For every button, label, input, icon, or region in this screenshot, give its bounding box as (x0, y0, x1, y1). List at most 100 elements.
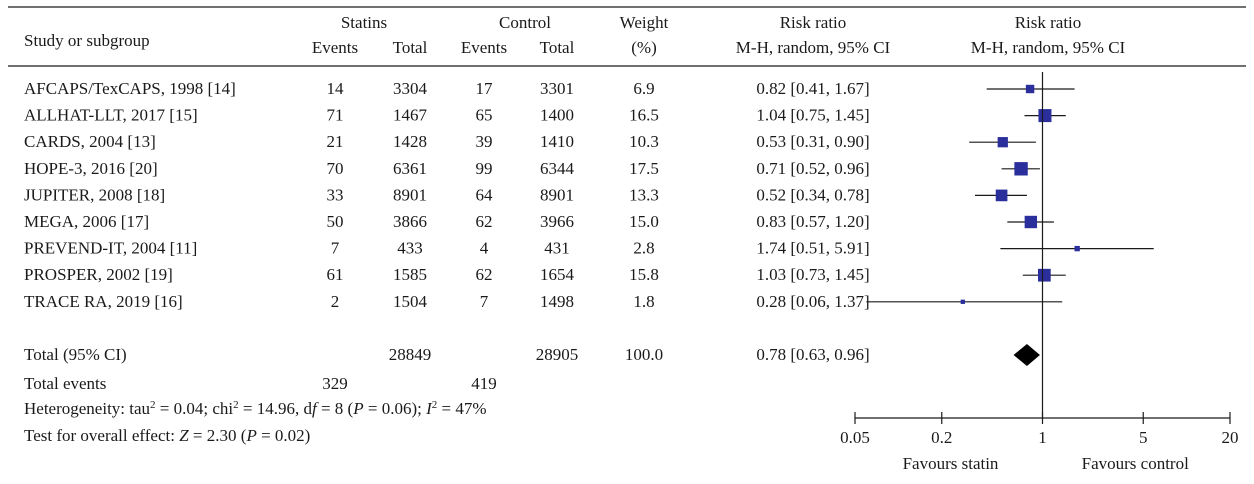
x-tick-label: 5 (1139, 428, 1148, 447)
header-statins-total: Total (393, 38, 428, 57)
study-name: PROSPER, 2002 [19] (24, 265, 173, 284)
control-events: 62 (476, 265, 493, 284)
statins-events: 2 (331, 292, 340, 311)
control-events: 65 (476, 106, 493, 125)
statins-total: 1585 (393, 265, 427, 284)
control-total: 8901 (540, 185, 574, 204)
header-weight: Weight (620, 13, 669, 32)
point-estimate (995, 189, 1008, 202)
x-tick-label: 0.05 (840, 428, 870, 447)
x-tick-label: 0.2 (931, 428, 952, 447)
study-name: HOPE-3, 2016 [20] (24, 159, 158, 178)
point-estimate (1037, 268, 1051, 282)
control-events: 62 (476, 212, 493, 231)
control-total: 1498 (540, 292, 574, 311)
statins-events: 61 (327, 265, 344, 284)
study-name: TRACE RA, 2019 [16] (24, 292, 183, 311)
statins-events: 14 (327, 79, 345, 98)
control-total: 6344 (540, 159, 575, 178)
header-rr-plot-method: M-H, random, 95% CI (971, 38, 1126, 57)
study-weight: 2.8 (633, 239, 654, 258)
control-total: 431 (544, 239, 570, 258)
total-events-control: 419 (471, 374, 497, 393)
study-weight: 15.0 (629, 212, 659, 231)
point-estimate (1025, 84, 1035, 94)
control-events: 99 (476, 159, 493, 178)
study-name: JUPITER, 2008 [18] (24, 185, 165, 204)
study-weight: 15.8 (629, 265, 659, 284)
x-tick-label: 20 (1222, 428, 1239, 447)
total-weight: 100.0 (625, 345, 663, 364)
statins-total: 1467 (393, 106, 428, 125)
study-ci-text: 1.03 [0.73, 1.45] (756, 265, 869, 284)
statins-events: 21 (327, 132, 344, 151)
pooled-diamond (1013, 344, 1040, 366)
study-weight: 10.3 (629, 132, 659, 151)
control-events: 7 (480, 292, 489, 311)
statins-events: 33 (327, 185, 344, 204)
header-statins-events: Events (312, 38, 358, 57)
point-estimate (1038, 109, 1052, 123)
statins-total: 3304 (393, 79, 428, 98)
study-name: MEGA, 2006 [17] (24, 212, 149, 231)
study-name: AFCAPS/TexCAPS, 1998 [14] (24, 79, 236, 98)
control-events: 64 (476, 185, 494, 204)
study-rows: AFCAPS/TexCAPS, 1998 [14] 14 3304 17 3301 6.9… (24, 79, 870, 311)
point-estimate (1074, 245, 1080, 252)
study-ci-text: 0.28 [0.06, 1.37] (756, 292, 869, 311)
study-ci-text: 0.52 [0.34, 0.78] (756, 185, 869, 204)
study-ci-text: 1.74 [0.51, 5.91] (756, 239, 869, 258)
statins-total: 1428 (393, 132, 427, 151)
total-events-label: Total events (24, 374, 106, 393)
total-label: Total (95% CI) (24, 345, 127, 364)
study-name: PREVEND-IT, 2004 [11] (24, 239, 197, 258)
control-total: 3966 (540, 212, 574, 231)
study-ci-text: 0.82 [0.41, 1.67] (756, 79, 869, 98)
point-estimate (1024, 215, 1038, 229)
study-weight: 16.5 (629, 106, 659, 125)
statins-events: 70 (327, 159, 344, 178)
header-statins: Statins (341, 13, 387, 32)
control-events: 4 (480, 239, 489, 258)
point-estimate (997, 137, 1008, 148)
header-control-total: Total (540, 38, 575, 57)
study-ci-text: 0.53 [0.31, 0.90] (756, 132, 869, 151)
header-control-events: Events (461, 38, 507, 57)
total-events-statins: 329 (322, 374, 348, 393)
study-name: ALLHAT-LLT, 2017 [15] (24, 106, 198, 125)
header-study: Study or subgroup (24, 31, 150, 50)
study-name: CARDS, 2004 [13] (24, 132, 156, 151)
statins-events: 71 (327, 106, 344, 125)
total-statins-total: 28849 (389, 345, 432, 364)
control-total: 1410 (540, 132, 574, 151)
control-total: 1654 (540, 265, 575, 284)
control-events: 39 (476, 132, 493, 151)
study-weight: 13.3 (629, 185, 659, 204)
statins-total: 8901 (393, 185, 427, 204)
statins-total: 6361 (393, 159, 427, 178)
total-ci-text: 0.78 [0.63, 0.96] (756, 345, 869, 364)
summary-block: Total (95% CI) 28849 28905 100.0 0.78 [0… (24, 345, 870, 445)
study-weight: 1.8 (633, 292, 654, 311)
statins-events: 50 (327, 212, 344, 231)
study-weight: 17.5 (629, 159, 659, 178)
study-ci-text: 0.71 [0.52, 0.96] (756, 159, 869, 178)
study-ci-text: 0.83 [0.57, 1.20] (756, 212, 869, 231)
header-rr-plot: Risk ratio (1015, 13, 1082, 32)
point-estimate (960, 299, 965, 304)
heterogeneity-text: Heterogeneity: tau2 = 0.04; chi2 = 14.96… (24, 399, 487, 418)
control-total: 1400 (540, 106, 574, 125)
favours-control-label: Favours control (1082, 454, 1189, 473)
study-ci-text: 1.04 [0.75, 1.45] (756, 106, 869, 125)
total-control-total: 28905 (536, 345, 579, 364)
statins-total: 3866 (393, 212, 427, 231)
control-events: 17 (476, 79, 494, 98)
study-weight: 6.9 (633, 79, 654, 98)
header-rr-text-method: M-H, random, 95% CI (736, 38, 891, 57)
statins-events: 7 (331, 239, 340, 258)
statins-total: 1504 (393, 292, 428, 311)
overall-effect-text: Test for overall effect: Z = 2.30 (P = 0… (24, 426, 310, 445)
statins-total: 433 (397, 239, 423, 258)
control-total: 3301 (540, 79, 574, 98)
